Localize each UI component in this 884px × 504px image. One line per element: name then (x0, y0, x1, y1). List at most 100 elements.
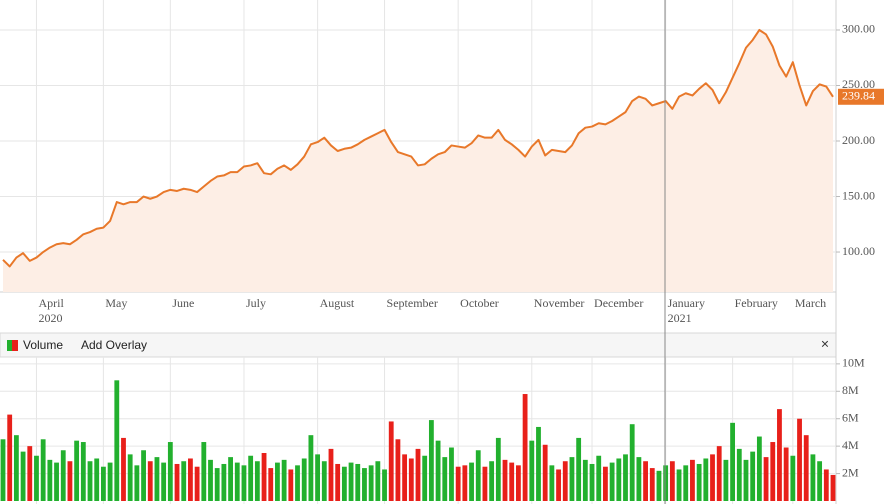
volume-bar (830, 474, 836, 501)
volume-bar (0, 439, 6, 501)
volume-bar (87, 461, 93, 501)
volume-title: Volume (23, 338, 63, 352)
volume-bar (402, 454, 408, 501)
volume-bar (763, 457, 769, 501)
volume-bar (268, 468, 274, 501)
volume-bar (449, 447, 454, 501)
volume-bar (60, 450, 66, 501)
volume-bar (408, 458, 414, 501)
volume-bar (783, 447, 789, 501)
x-tick-label: September (387, 296, 438, 310)
x-tick-label: October (460, 296, 499, 310)
y-tick-label: 4M (842, 438, 859, 452)
volume-bar (649, 468, 655, 501)
volume-bar (54, 462, 59, 501)
volume-bar (127, 454, 133, 501)
volume-bar (422, 455, 428, 501)
volume-bar (562, 461, 568, 501)
volume-bar (442, 457, 448, 501)
volume-bar (462, 465, 468, 501)
volume-bar (348, 462, 354, 501)
volume-bar (609, 462, 615, 501)
volume-bar (576, 437, 582, 501)
volume-bar (335, 463, 341, 501)
volume-bar (94, 458, 100, 501)
volume-bar (730, 422, 736, 501)
volume-bar (34, 455, 39, 501)
x-tick-label: July (246, 296, 266, 310)
volume-bar (556, 469, 561, 501)
volume-bar (690, 459, 695, 501)
price-area (3, 29, 833, 292)
volume-bar (167, 442, 173, 501)
volume-bar (47, 459, 53, 501)
volume-bar (388, 421, 394, 501)
volume-bar (328, 448, 334, 501)
volume-bar (777, 409, 782, 501)
volume-icon-up (7, 340, 13, 351)
volume-bar (542, 444, 548, 501)
volume-bar (107, 462, 113, 501)
volume-bar (428, 420, 434, 501)
volume-bar (234, 462, 240, 501)
volume-bar (221, 463, 227, 501)
x-tick-label: March (795, 296, 826, 310)
volume-bar (13, 435, 19, 501)
volume-bar (582, 459, 588, 501)
y-tick-label: 2M (842, 465, 859, 479)
y-tick-label: 150.00 (842, 188, 875, 202)
volume-bar (248, 455, 254, 501)
volume-bar (696, 463, 702, 501)
volume-bar (750, 451, 756, 501)
volume-bar (208, 459, 213, 501)
volume-bar (756, 436, 762, 501)
volume-bar (27, 446, 33, 501)
volume-bar (797, 418, 802, 501)
volume-bar (502, 459, 508, 501)
volume-bar (281, 459, 287, 501)
volume-bar (315, 454, 321, 501)
volume-bar (362, 468, 367, 501)
volume-bar (275, 462, 280, 501)
volume-bar (529, 440, 535, 501)
volume-bar (214, 468, 220, 501)
close-button[interactable]: × (821, 336, 829, 352)
volume-bar (823, 469, 829, 501)
volume-bar (308, 435, 314, 501)
x-tick-label: May (105, 296, 127, 310)
volume-bar (703, 458, 709, 501)
volume-bar (743, 459, 749, 501)
volume-bar (536, 426, 541, 501)
volume-bar (288, 469, 294, 501)
volume-bar (475, 450, 481, 501)
volume-bar (382, 469, 387, 501)
x-tick-sublabel: 2020 (38, 311, 62, 325)
volume-bar (161, 462, 167, 501)
volume-bar (254, 461, 260, 501)
last-price-box (838, 88, 884, 105)
volume-bar (80, 442, 86, 501)
y-tick-label: 10M (842, 356, 865, 370)
volume-bar (509, 462, 515, 501)
volume-bar (194, 466, 200, 501)
volume-bar (415, 448, 421, 501)
volume-bar (188, 458, 193, 501)
volume-bar (7, 414, 13, 501)
x-tick-sublabel: 2021 (668, 311, 692, 325)
x-tick-label: December (594, 296, 643, 310)
volume-bar (489, 461, 495, 501)
volume-bar (201, 442, 207, 501)
volume-bar (723, 459, 729, 501)
volume-bar (629, 424, 635, 501)
volume-bar (100, 466, 106, 501)
x-tick-label: August (320, 296, 355, 310)
y-tick-label: 300.00 (842, 22, 875, 36)
volume-bar (241, 465, 247, 501)
volume-bar (663, 465, 669, 501)
volume-bar (596, 455, 602, 501)
y-tick-label: 6M (842, 410, 859, 424)
marks (0, 28, 836, 501)
volume-bar (395, 439, 401, 501)
volume-bar (803, 435, 809, 501)
add-overlay[interactable]: Add Overlay (81, 338, 147, 352)
